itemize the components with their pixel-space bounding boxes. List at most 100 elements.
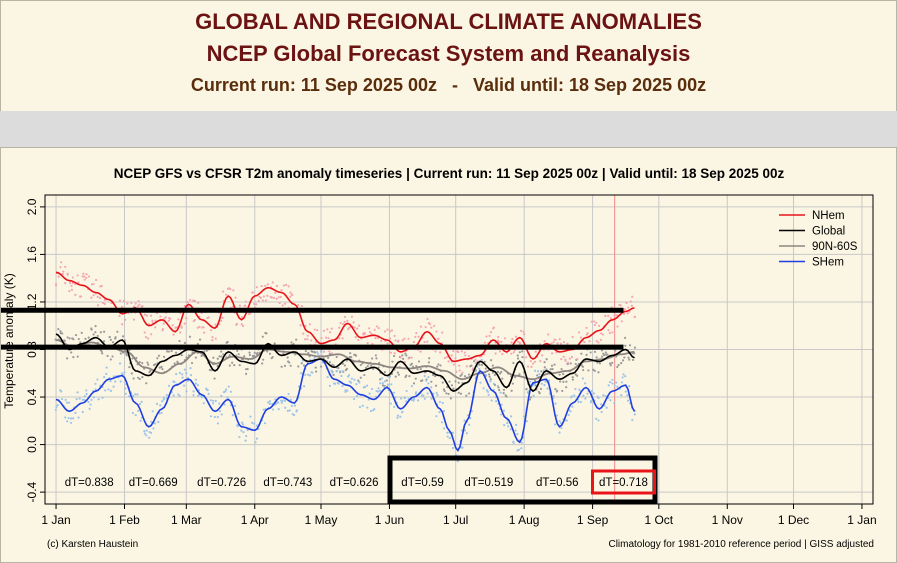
- daily-dot-nhem: [599, 332, 603, 335]
- daily-dot-global: [443, 389, 446, 393]
- daily-dot-nhem: [393, 334, 396, 338]
- daily-dot-nhem: [613, 314, 616, 318]
- daily-dot-nhem: [85, 276, 88, 279]
- daily-dot-nhem: [595, 321, 598, 324]
- daily-dot-nhem: [558, 338, 561, 341]
- daily-dot-global: [345, 367, 349, 371]
- dt-highlight-box: [590, 469, 656, 495]
- daily-dot-nhem: [255, 303, 258, 306]
- daily-dot-shem: [69, 417, 73, 420]
- daily-dot-shem: [435, 391, 438, 394]
- daily-dot-shem: [611, 382, 614, 385]
- daily-dot-nhem: [525, 356, 528, 359]
- daily-dot-shem: [405, 400, 408, 403]
- daily-dot-shem: [107, 388, 110, 391]
- daily-dot-nhem: [289, 291, 292, 294]
- daily-dot-global: [545, 368, 548, 371]
- daily-dot-shem: [280, 401, 283, 404]
- daily-dot-nhem: [64, 282, 67, 285]
- daily-dot-shem: [236, 424, 239, 427]
- daily-dot-shem: [413, 397, 416, 401]
- daily-dot-nhem: [118, 299, 122, 302]
- daily-dot-global: [166, 350, 169, 353]
- daily-dot-shem: [192, 394, 195, 397]
- daily-dot-shem: [185, 372, 188, 375]
- daily-dot-shem: [237, 412, 240, 415]
- daily-dot-nhem: [564, 358, 567, 361]
- daily-dot-global: [203, 350, 206, 353]
- daily-dot-shem: [463, 419, 466, 422]
- daily-dot-shem: [241, 423, 245, 426]
- daily-dot-nhem: [454, 357, 457, 360]
- daily-dot-nhem: [330, 352, 334, 355]
- daily-dot-global: [349, 352, 352, 355]
- daily-dot-global: [377, 366, 380, 369]
- daily-dot-global: [297, 365, 300, 368]
- daily-dot-shem: [468, 423, 471, 426]
- daily-dot-global: [533, 379, 537, 383]
- daily-dot-shem: [145, 429, 148, 432]
- daily-dot-nhem: [172, 333, 175, 336]
- daily-dot-shem: [500, 403, 503, 406]
- daily-dot-shem: [609, 399, 612, 402]
- daily-dot-global: [332, 373, 335, 377]
- daily-dot-nhem: [255, 286, 258, 289]
- daily-dot-global: [68, 337, 71, 340]
- daily-dot-global: [611, 361, 614, 364]
- daily-dot-global: [218, 355, 221, 358]
- daily-dot-shem: [461, 446, 464, 449]
- daily-dot-nhem: [389, 337, 392, 340]
- daily-dot-shem: [227, 385, 230, 388]
- daily-dot-shem: [515, 423, 518, 426]
- daily-dot-shem: [109, 389, 113, 392]
- daily-dot-shem: [584, 397, 587, 400]
- daily-dot-shem: [242, 430, 245, 434]
- daily-dot-nhem: [500, 340, 503, 343]
- daily-dot-shem: [363, 385, 367, 389]
- daily-dot-shem: [592, 392, 596, 395]
- daily-dot-shem: [165, 393, 168, 397]
- daily-dot-shem: [489, 380, 492, 383]
- daily-dot-global: [502, 392, 505, 395]
- daily-dot-global: [300, 362, 303, 365]
- daily-dot-shem: [255, 437, 259, 440]
- daily-dot-nhem: [534, 350, 537, 353]
- daily-dot-global: [194, 356, 197, 359]
- daily-dot-global: [290, 341, 293, 344]
- daily-dot-global: [580, 352, 583, 355]
- daily-dot-shem: [85, 389, 88, 392]
- daily-dot-shem: [500, 413, 503, 416]
- daily-dot-shem: [514, 429, 517, 432]
- series-lines: [55, 271, 636, 452]
- daily-dot-shem: [213, 415, 216, 419]
- daily-dot-shem: [231, 414, 234, 417]
- daily-dot-global: [174, 351, 178, 354]
- daily-dot-shem: [570, 395, 574, 398]
- daily-dot-nhem: [627, 306, 630, 309]
- daily-dot-shem: [608, 380, 612, 384]
- daily-dot-nhem: [222, 290, 225, 293]
- daily-dot-global: [359, 363, 362, 367]
- daily-dot-shem: [245, 434, 248, 438]
- daily-dot-nhem: [103, 302, 106, 306]
- daily-dot-shem: [380, 377, 384, 380]
- y-tick-label: 1.6: [25, 246, 39, 263]
- daily-dot-shem: [92, 396, 95, 399]
- daily-dot-shem: [87, 400, 90, 404]
- daily-dot-nhem: [330, 327, 333, 330]
- daily-dot-global: [536, 374, 539, 377]
- daily-dot-nhem: [562, 341, 565, 344]
- dt-label: dT=0.726: [197, 477, 246, 489]
- daily-dot-nhem: [68, 289, 71, 293]
- daily-dot-global: [628, 344, 632, 347]
- daily-dot-global: [170, 349, 173, 353]
- daily-dot-global: [271, 356, 274, 359]
- daily-dot-shem: [67, 417, 70, 420]
- daily-dot-nhem: [607, 314, 610, 317]
- x-tick-label: 1 Dec: [778, 513, 809, 527]
- daily-dot-shem: [487, 393, 490, 396]
- daily-dot-global: [216, 357, 219, 360]
- daily-dot-nhem: [607, 329, 610, 332]
- daily-dot-nhem: [570, 355, 574, 359]
- daily-dot-global: [518, 373, 521, 376]
